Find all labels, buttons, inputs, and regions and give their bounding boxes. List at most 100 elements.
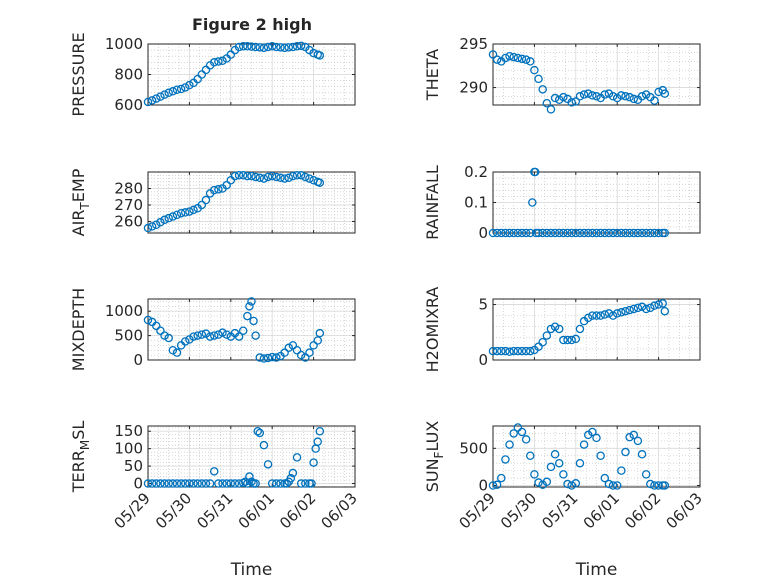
data-point bbox=[218, 56, 227, 66]
data-point bbox=[550, 93, 560, 103]
data-point bbox=[288, 171, 298, 181]
data-point bbox=[272, 172, 281, 182]
data-point bbox=[152, 94, 161, 103]
data-point bbox=[559, 470, 568, 479]
y-axis-label: THETA bbox=[423, 49, 442, 101]
data-point bbox=[604, 309, 614, 318]
data-point bbox=[550, 322, 560, 331]
data-point bbox=[608, 481, 618, 490]
data-point bbox=[546, 228, 556, 238]
y-axis-label: SUNFLUX bbox=[423, 421, 446, 493]
data-point bbox=[238, 326, 248, 335]
data-point bbox=[501, 53, 510, 63]
data-point bbox=[592, 433, 601, 443]
data-point bbox=[583, 313, 593, 323]
data-point bbox=[305, 348, 314, 357]
data-point bbox=[488, 481, 498, 490]
data-point bbox=[201, 479, 211, 488]
data-point bbox=[501, 346, 510, 356]
data-point bbox=[176, 479, 186, 488]
data-point bbox=[147, 96, 157, 105]
data-point bbox=[509, 429, 518, 438]
data-point bbox=[646, 303, 655, 313]
data-point bbox=[650, 96, 659, 105]
data-point bbox=[164, 333, 173, 343]
data-point bbox=[521, 228, 531, 238]
data-point bbox=[497, 228, 506, 238]
y-tick-label: 270 bbox=[114, 196, 143, 214]
y-axis-label-tail: LUX bbox=[423, 421, 442, 452]
data-point bbox=[550, 450, 560, 459]
data-point bbox=[218, 328, 227, 337]
data-point bbox=[538, 85, 547, 94]
data-point bbox=[143, 223, 153, 233]
y-tick-label: 0.1 bbox=[464, 194, 488, 212]
data-point bbox=[263, 460, 273, 469]
y-tick-label: 0 bbox=[478, 477, 488, 495]
y-tick-label: 1000 bbox=[105, 302, 143, 320]
data-point bbox=[263, 42, 273, 52]
data-point bbox=[309, 341, 318, 350]
data-point bbox=[305, 174, 314, 183]
data-point bbox=[143, 97, 153, 107]
data-point bbox=[612, 228, 622, 238]
x-tick-label: 05/31 bbox=[538, 489, 581, 532]
data-point bbox=[596, 451, 605, 461]
data-point bbox=[301, 353, 310, 362]
data-point bbox=[230, 171, 240, 181]
y-tick-label: 280 bbox=[114, 179, 143, 197]
data-point bbox=[147, 222, 157, 231]
data-point bbox=[164, 479, 173, 488]
data-point bbox=[222, 479, 231, 488]
data-point bbox=[288, 341, 298, 350]
data-point bbox=[276, 173, 285, 183]
data-point bbox=[559, 228, 568, 238]
data-point bbox=[530, 470, 539, 479]
data-point bbox=[276, 479, 285, 488]
data-point bbox=[592, 311, 601, 320]
data-point bbox=[193, 331, 202, 340]
data-point bbox=[164, 213, 173, 223]
data-point bbox=[193, 479, 202, 488]
data-point bbox=[526, 57, 535, 66]
data-point bbox=[575, 228, 585, 238]
data-point bbox=[152, 220, 161, 230]
data-point bbox=[176, 208, 186, 218]
data-point bbox=[641, 90, 651, 99]
data-point bbox=[588, 311, 597, 320]
data-point bbox=[301, 479, 310, 488]
data-point bbox=[571, 228, 581, 238]
data-point bbox=[230, 479, 240, 488]
data-point bbox=[563, 335, 572, 345]
data-point bbox=[583, 89, 593, 98]
data-point bbox=[608, 92, 618, 101]
data-point bbox=[143, 315, 153, 325]
data-point bbox=[534, 74, 543, 84]
data-point bbox=[185, 207, 194, 216]
x-tick-label: 05/30 bbox=[152, 489, 195, 532]
data-point bbox=[143, 479, 153, 488]
data-point bbox=[600, 310, 610, 319]
data-point bbox=[625, 432, 634, 442]
axes-box bbox=[147, 298, 356, 361]
data-point bbox=[550, 228, 560, 238]
data-point bbox=[245, 302, 254, 311]
data-point bbox=[181, 83, 190, 92]
data-point bbox=[492, 55, 502, 64]
data-point bbox=[538, 228, 547, 238]
data-point bbox=[660, 481, 670, 490]
data-point bbox=[513, 53, 523, 63]
data-point bbox=[528, 198, 537, 207]
y-axis-label: PRESSURE bbox=[69, 32, 88, 116]
data-point bbox=[575, 458, 585, 468]
data-point bbox=[509, 346, 518, 356]
data-point bbox=[245, 472, 254, 481]
data-point bbox=[276, 43, 285, 52]
data-point bbox=[554, 228, 564, 238]
data-point bbox=[617, 228, 626, 238]
data-point bbox=[612, 309, 622, 318]
data-point bbox=[168, 345, 178, 355]
y-tick-label: 290 bbox=[459, 79, 488, 97]
